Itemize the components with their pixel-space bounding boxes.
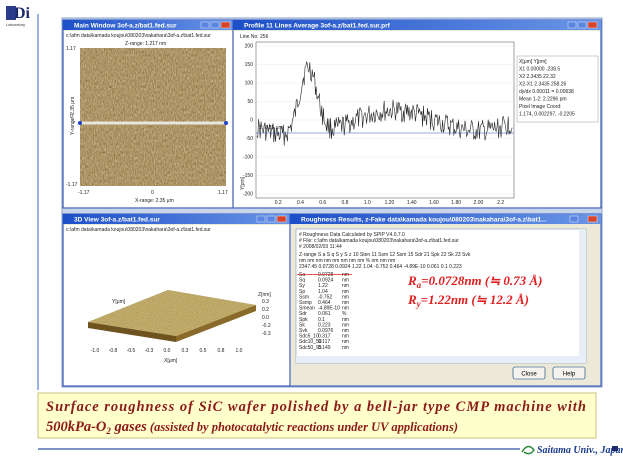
footer-mark: [612, 446, 618, 451]
z-tick-label: 0.3: [262, 299, 269, 305]
file-path: c:\afm data\kamada koujou\080203\nakahar…: [66, 227, 211, 233]
ry-rest: =1.22nm (≒ 12.2 Å): [421, 292, 529, 307]
y-range: Y-range: 2.35 μm: [70, 97, 76, 135]
marker-label: 1: 2.35 μm: [259, 125, 283, 131]
x-tick-label: 0.2: [275, 200, 282, 206]
y-axis-label: Y[pm]: [240, 176, 246, 190]
x-tick-label: 1.20: [385, 200, 395, 206]
x-tick: 0: [151, 190, 154, 196]
y-tick-label: 100: [245, 81, 254, 87]
table-line: 2347.45 0.0728 0.0924 1.22 1.04 -0.752 0…: [299, 264, 462, 270]
x-tick-label: -0.8: [109, 348, 118, 354]
y-label: Y[μm]: [112, 299, 126, 305]
y-tick-label: 150: [245, 62, 254, 68]
z-tick-label: -0.3: [262, 331, 271, 337]
ra-main: R: [407, 273, 417, 288]
caption-line: Surface roughness of SiC wafer polished …: [46, 399, 586, 415]
window-title: Roughness Results, z-Fake data\kamada ko…: [301, 217, 547, 224]
x-tick-label: 0.4: [297, 200, 304, 206]
y-tick: 1.17: [66, 46, 76, 52]
logo: Di Laboratory: [6, 5, 31, 27]
x-tick-label: 1.40: [407, 200, 417, 206]
x-range: X-range: 2.35 μm: [135, 198, 174, 204]
x-tick-label: -0.5: [127, 348, 136, 354]
caption-part: (assisted by photocatalytic reactions un…: [147, 420, 458, 434]
caption-part: gases: [111, 419, 147, 435]
x-tick-label: 0.0: [164, 348, 171, 354]
x-tick-label: 1.0: [364, 200, 371, 206]
x-tick-label: 2.2: [497, 200, 504, 206]
main-window: Main Window 3of-a.z/bat1.fed.sur c:\afm …: [63, 20, 233, 208]
file-path: c:\afm data\kamada koujou\080203\nakahar…: [66, 33, 211, 39]
y-tick-label: 0: [250, 118, 253, 124]
y-tick-label: -50: [246, 136, 253, 142]
x-label: X[μm]: [164, 358, 178, 364]
profile-window: Profile 11 Lines Average 3of-a.z/bat1.fe…: [233, 20, 601, 208]
y-tick-label: -200: [243, 192, 253, 198]
x-tick-label: 0.3: [182, 348, 189, 354]
x-tick-label: 0.6: [319, 200, 326, 206]
roughness-window: Roughness Results, z-Fake data\kamada ko…: [290, 214, 601, 386]
footer-text: Saitama Univ., Japan: [537, 445, 623, 456]
readout-line: X[μm] Y[pm]: [519, 59, 547, 65]
z-label: Z[nm]: [258, 292, 271, 298]
window-title: Main Window 3of-a.z/bat1.fed.sur: [74, 23, 177, 30]
z-tick-label: -0.2: [262, 323, 271, 329]
readout-line: X2-X1 2.3435 258.26: [519, 82, 566, 88]
ra-rest: =0.0728nm (≒ 0.73 Å): [421, 273, 542, 288]
x-tick-label: 0.5: [200, 348, 207, 354]
y-tick-label: 50: [247, 99, 253, 105]
x-tick-label: 2.00: [474, 200, 484, 206]
slide: Di Laboratory Main Window 3of-a.z/bat1.f…: [0, 0, 623, 462]
x-tick-label: -1.0: [91, 348, 100, 354]
header-line: # 2008/02/03 11:44: [299, 244, 342, 250]
ry-main: R: [407, 292, 417, 307]
window-title: 3D View 3of-a.z/bat1.fed.sur: [74, 217, 160, 224]
footer-icon: [522, 446, 534, 453]
logo-sub: Laboratory: [6, 22, 25, 27]
z-tick-label: 0.2: [262, 307, 269, 313]
readout-line: dy/dx 0.00011 = 0.00638: [519, 89, 574, 95]
x-tick: -1.17: [78, 190, 90, 196]
result-cell: 0.149: [318, 345, 331, 351]
x-tick-label: 1.60: [429, 200, 439, 206]
readout-line: X2 2.3435 22.32: [519, 74, 556, 80]
result-cell: nm: [342, 345, 349, 351]
y-tick-label: 200: [245, 44, 254, 50]
x-tick-label: 1.80: [451, 200, 461, 206]
3d-view-window: 3D View 3of-a.z/bat1.fed.sur c:\afm data…: [63, 214, 290, 386]
y-tick-label: -100: [243, 155, 253, 161]
button-label[interactable]: Help: [563, 372, 576, 378]
help-button[interactable]: Help: [553, 367, 585, 379]
x-tick-label: -0.3: [145, 348, 154, 354]
readout-line: Mean 1-2: 2.2296 pm: [519, 97, 567, 103]
readout-line: 1.174, 0.002297, -0.2205: [519, 112, 575, 118]
z-tick-label: 0.0: [262, 315, 269, 321]
x-tick-label: 1.0: [236, 348, 243, 354]
ry-annotation: Ry=1.22nm (≒ 12.2 Å): [407, 292, 529, 309]
caption: Surface roughness of SiC wafer polished …: [38, 393, 596, 438]
ra-annotation: Ra=0.0728nm (≒ 0.73 Å): [407, 273, 542, 290]
line-no: Line No: 256: [240, 34, 269, 40]
caption-part: 500kPa-O: [46, 419, 107, 435]
button-label[interactable]: Close: [521, 372, 537, 378]
readout-line: X1 0.00000 -238.5: [519, 67, 560, 73]
y-tick: -1.17: [66, 182, 78, 188]
x-tick-label: 0.8: [341, 200, 348, 206]
close-button[interactable]: Close: [513, 367, 545, 379]
z-range: Z-range: 1.217 nm: [125, 41, 166, 47]
logo-text: Di: [14, 5, 31, 22]
x-ticks: -1.0 -0.8 -0.5 -0.3 0.0 0.3 0.5 0.8 1.0: [91, 348, 243, 354]
x-tick-label: 0.8: [218, 348, 225, 354]
x-tick: 1.17: [218, 190, 228, 196]
window-title: Profile 11 Lines Average 3of-a.z/bat1.fe…: [244, 23, 391, 30]
readout-line: Pixel Image Coord:: [519, 104, 562, 110]
